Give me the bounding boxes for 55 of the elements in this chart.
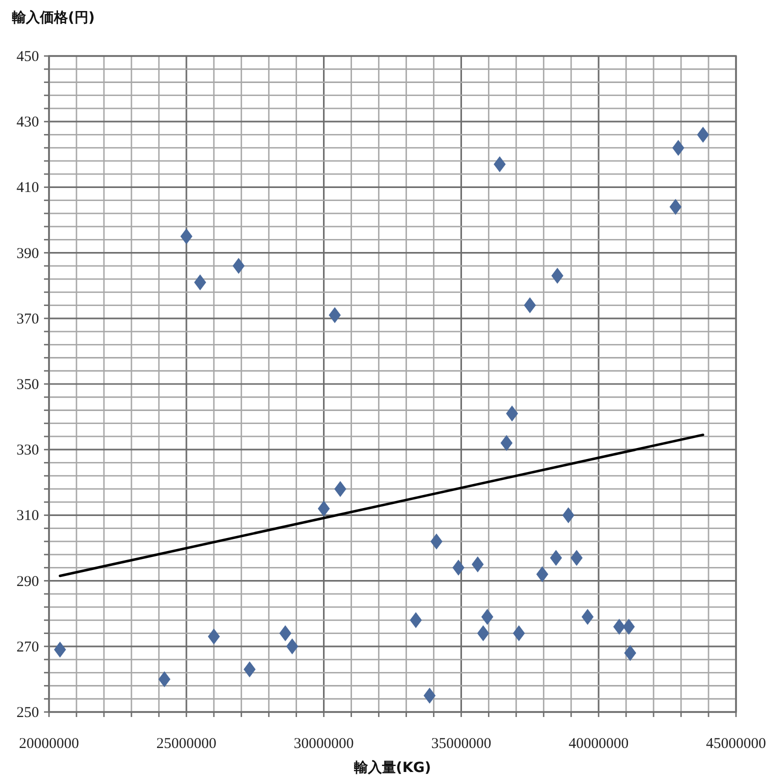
y-tick-label: 310	[16, 508, 39, 524]
point	[624, 644, 636, 661]
point	[622, 618, 635, 635]
y-tick-label: 250	[16, 705, 39, 721]
point	[524, 297, 536, 314]
point	[477, 625, 490, 642]
point	[472, 556, 484, 572]
point	[550, 550, 562, 566]
point	[500, 435, 513, 452]
point	[536, 566, 548, 582]
x-axis-title: 輸入量(KG)	[352, 760, 432, 776]
point	[244, 661, 256, 678]
point	[562, 507, 574, 524]
point	[279, 625, 292, 642]
point	[194, 274, 206, 290]
x-tick-label: 20000000	[19, 736, 79, 752]
point	[452, 560, 464, 576]
point	[551, 268, 564, 284]
point	[158, 671, 170, 688]
y-tick-label: 330	[16, 442, 39, 459]
y-tick-label: 350	[16, 377, 39, 393]
point	[697, 126, 710, 143]
x-tick-label: 30000000	[294, 736, 354, 752]
point	[613, 618, 626, 635]
y-tick-label: 290	[16, 574, 39, 590]
point	[180, 228, 192, 244]
point	[410, 612, 422, 628]
y-tick-label: 270	[16, 639, 39, 656]
y-tick-label: 370	[16, 311, 39, 328]
point	[424, 688, 436, 704]
point	[494, 156, 506, 172]
y-tick-label: 410	[16, 180, 39, 196]
point	[318, 500, 330, 517]
point	[512, 625, 525, 642]
point	[582, 608, 594, 625]
point	[334, 480, 346, 497]
point	[54, 642, 66, 658]
y-axis-title: 輸入価格(円)	[11, 10, 95, 26]
point	[506, 406, 518, 422]
point	[328, 307, 341, 324]
point	[208, 628, 220, 645]
x-tick-label: 25000000	[156, 736, 216, 752]
y-tick-label: 450	[16, 49, 39, 65]
point	[286, 638, 298, 654]
x-tick-label: 40000000	[568, 736, 629, 752]
point	[570, 550, 583, 566]
point	[672, 140, 684, 156]
point	[670, 198, 682, 215]
y-tick-label: 430	[16, 114, 39, 131]
point	[232, 258, 245, 274]
point	[430, 533, 442, 550]
x-tick-label: 45000000	[706, 736, 766, 752]
x-tick-label: 35000000	[431, 736, 492, 752]
y-tick-label: 390	[16, 246, 39, 262]
point	[481, 608, 494, 625]
